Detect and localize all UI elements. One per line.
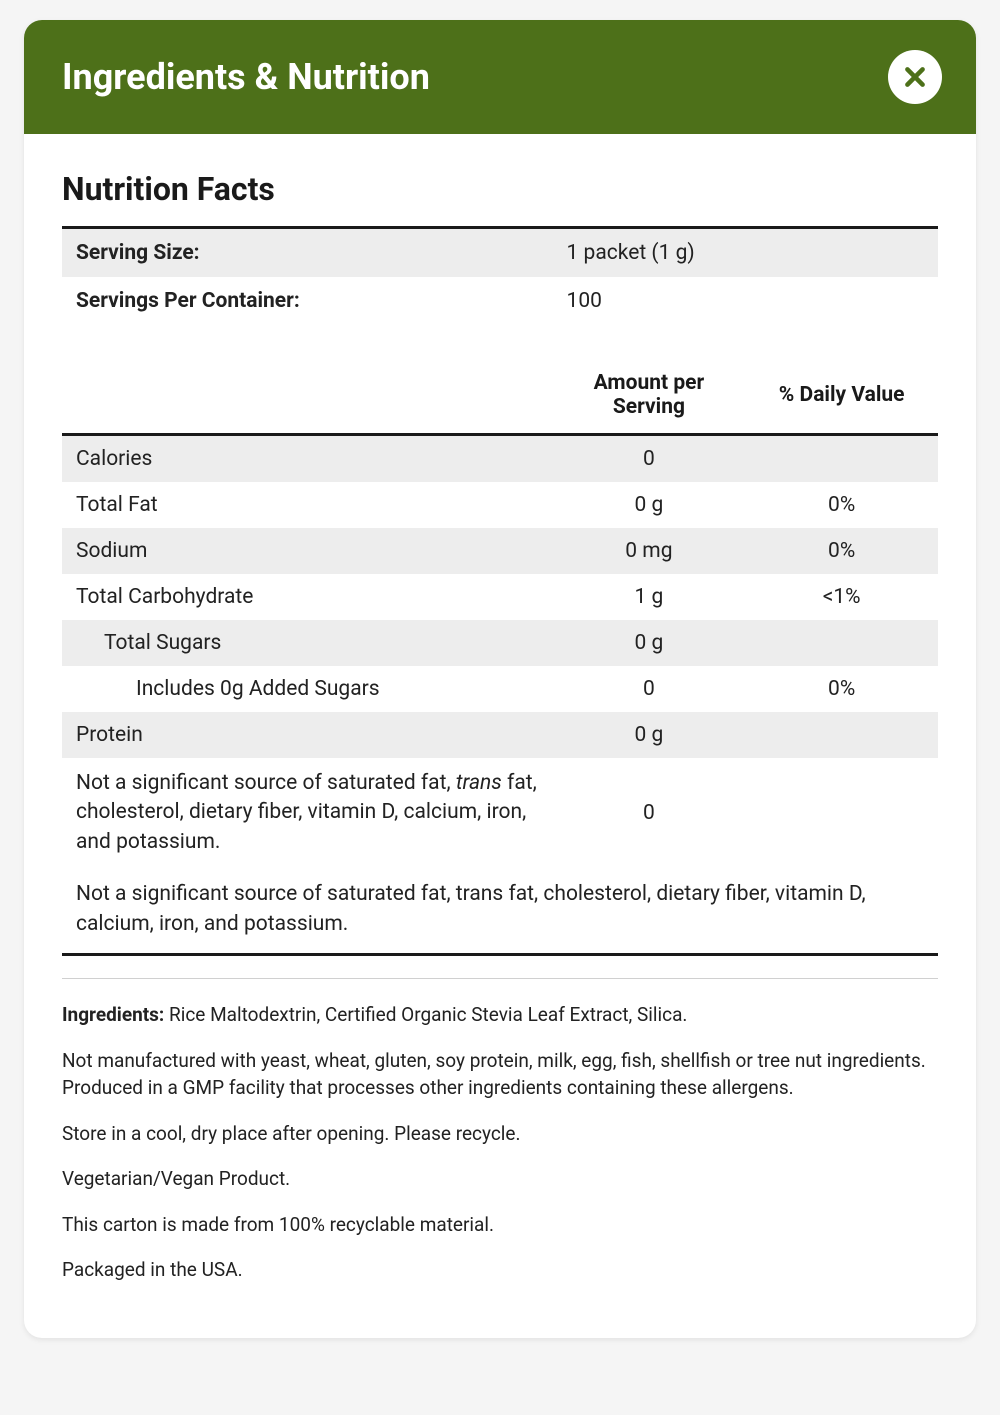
serving-table: Serving Size:1 packet (1 g)Servings Per … [62,226,938,325]
nutrient-amount: 0 [553,435,746,483]
close-button[interactable] [888,50,942,104]
header-title: Ingredients & Nutrition [62,56,430,98]
section-title: Nutrition Facts [62,170,938,208]
col-nutrient-header [62,361,553,435]
info-line: Not manufactured with yeast, wheat, glut… [62,1047,938,1102]
nutrient-amount: 0 mg [553,528,746,574]
serving-row: Serving Size:1 packet (1 g) [62,228,938,278]
nutrition-row: Protein0 g [62,712,938,758]
serving-label: Serving Size: [62,228,553,278]
ingredients-text: Rice Maltodextrin, Certified Organic Ste… [169,1003,687,1026]
nutrient-dv: 0% [745,666,938,712]
nutrient-name: Calories [62,435,553,483]
nutrition-table: Amount per Serving % Daily Value Calorie… [62,361,938,868]
serving-row: Servings Per Container:100 [62,277,938,325]
serving-label: Servings Per Container: [62,277,553,325]
nutrient-amount: 0 [553,666,746,712]
nutrition-row: Includes 0g Added Sugars00% [62,666,938,712]
nutrition-note-amount: 0 [553,758,746,868]
nutrient-dv [745,620,938,666]
nutrient-amount: 0 g [553,620,746,666]
serving-value: 1 packet (1 g) [553,228,938,278]
nutrient-dv [745,712,938,758]
ingredients-line: Ingredients: Rice Maltodextrin, Certifie… [62,1001,938,1029]
nutrient-amount: 1 g [553,574,746,620]
nutrition-note-text: Not a significant source of saturated fa… [62,758,553,868]
card-body: Nutrition Facts Serving Size:1 packet (1… [24,134,976,1338]
nutrient-dv: 0% [745,528,938,574]
nutrient-dv [745,435,938,483]
nutrition-card: Ingredients & Nutrition Nutrition Facts … [24,20,976,1338]
nutrient-amount: 0 g [553,712,746,758]
nutrition-note-row: Not a significant source of saturated fa… [62,758,938,868]
nutrient-name: Total Sugars [62,620,553,666]
nutrition-row: Sodium0 mg0% [62,528,938,574]
nutrition-row: Calories0 [62,435,938,483]
nutrition-row: Total Fat0 g0% [62,482,938,528]
info-line: Store in a cool, dry place after opening… [62,1120,938,1148]
nutrition-row: Total Sugars0 g [62,620,938,666]
nutrient-dv: 0% [745,482,938,528]
nutrition-note-dv [745,758,938,868]
nutrition-footnote: Not a significant source of saturated fa… [62,868,938,956]
info-line: Vegetarian/Vegan Product. [62,1165,938,1193]
ingredients-label: Ingredients: [62,1003,169,1026]
nutrient-name: Includes 0g Added Sugars [62,666,553,712]
nutrient-dv: <1% [745,574,938,620]
col-amount-header: Amount per Serving [553,361,746,435]
info-block: Ingredients: Rice Maltodextrin, Certifie… [62,1001,938,1284]
card-header: Ingredients & Nutrition [24,20,976,134]
close-icon [902,64,928,90]
serving-value: 100 [553,277,938,325]
nutrient-name: Total Fat [62,482,553,528]
nutrient-amount: 0 g [553,482,746,528]
info-line: This carton is made from 100% recyclable… [62,1211,938,1239]
nutrition-row: Total Carbohydrate1 g<1% [62,574,938,620]
info-line: Packaged in the USA. [62,1256,938,1284]
divider [62,978,938,979]
col-dv-header: % Daily Value [745,361,938,435]
nutrient-name: Protein [62,712,553,758]
nutrient-name: Sodium [62,528,553,574]
nutrient-name: Total Carbohydrate [62,574,553,620]
